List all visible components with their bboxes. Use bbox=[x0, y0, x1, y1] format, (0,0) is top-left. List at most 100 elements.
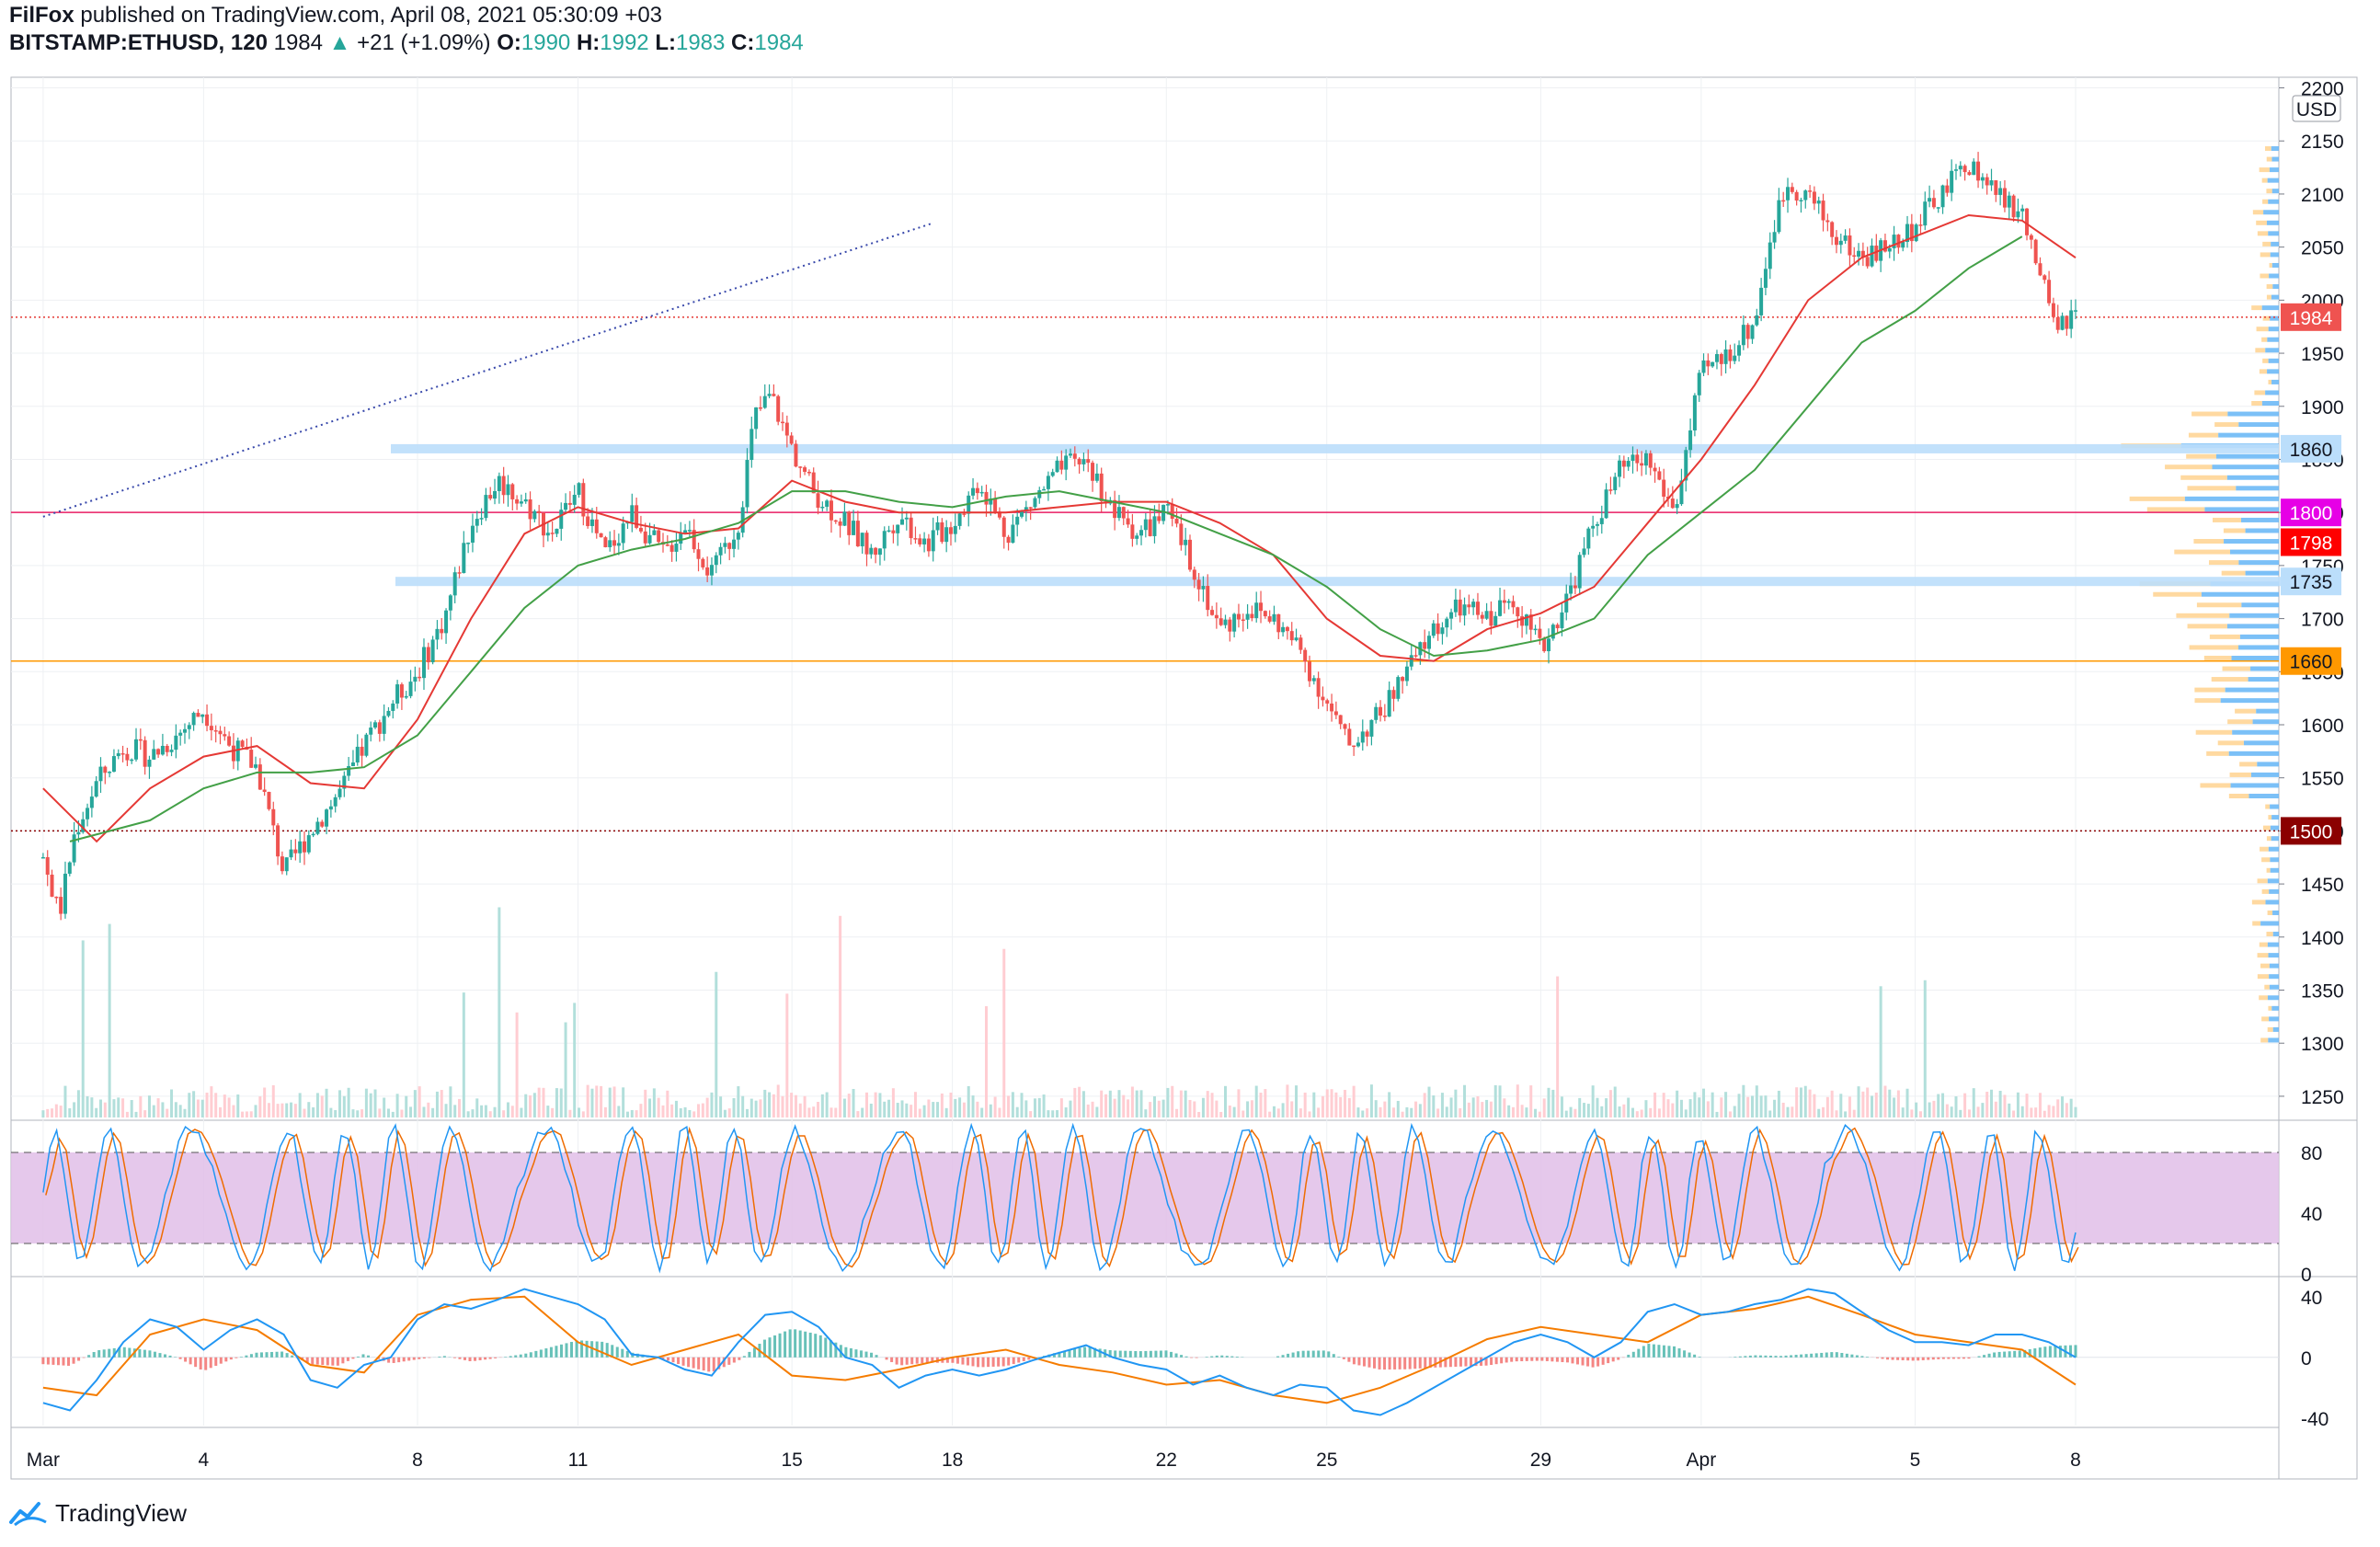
volume-bar bbox=[2025, 1094, 2029, 1117]
volume-bar bbox=[1866, 1087, 1870, 1117]
candle-body bbox=[1196, 579, 1201, 590]
volume-bar bbox=[532, 1093, 536, 1117]
candle-body bbox=[2020, 208, 2025, 212]
currency-box bbox=[2292, 95, 2341, 122]
volume-profile-bar-sell bbox=[2235, 708, 2257, 714]
candle-body bbox=[369, 728, 373, 735]
candle-body bbox=[1409, 655, 1413, 667]
volume-bar bbox=[1893, 1097, 1896, 1117]
publisher-name[interactable]: FilFox bbox=[9, 3, 74, 28]
candle-body bbox=[386, 710, 391, 716]
volume-bar bbox=[976, 1101, 979, 1117]
volume-profile-bar-sell bbox=[2194, 687, 2226, 693]
candle-body bbox=[470, 525, 475, 543]
volume-bar bbox=[737, 1086, 740, 1117]
candle-body bbox=[2060, 315, 2065, 330]
volume-bar bbox=[1998, 1090, 2002, 1117]
volume-bar bbox=[1702, 1088, 1706, 1117]
macd-histogram-bar bbox=[1586, 1357, 1590, 1367]
candle-body bbox=[1374, 706, 1379, 720]
macd-histogram-bar bbox=[697, 1357, 701, 1369]
candle-body bbox=[1550, 625, 1555, 639]
macd-histogram-bar bbox=[1235, 1356, 1239, 1358]
candle-body bbox=[1404, 666, 1409, 682]
candle-body bbox=[2069, 310, 2074, 329]
candle-body bbox=[612, 540, 617, 546]
volume-bar bbox=[1622, 1104, 1626, 1117]
candle-body bbox=[581, 483, 586, 517]
candle-body bbox=[1555, 625, 1560, 629]
volume-bar bbox=[1573, 1108, 1577, 1117]
candle-body bbox=[2055, 316, 2060, 330]
volume-bar bbox=[2030, 1107, 2033, 1117]
macd-histogram-bar bbox=[585, 1340, 589, 1358]
volume-bar bbox=[1954, 1096, 1958, 1117]
macd-histogram-bar bbox=[966, 1357, 969, 1366]
macd-histogram-bar bbox=[1571, 1357, 1574, 1364]
candle-body bbox=[205, 714, 210, 727]
macd-histogram-bar bbox=[1820, 1352, 1824, 1358]
candle-body bbox=[1307, 661, 1311, 682]
volume-bar bbox=[1485, 1099, 1489, 1117]
volume-bar bbox=[520, 1107, 523, 1117]
candle-body bbox=[913, 538, 918, 540]
volume-bar bbox=[1773, 1099, 1777, 1117]
tradingview-logo-icon[interactable] bbox=[9, 1500, 50, 1528]
volume-bar bbox=[1981, 1103, 1985, 1117]
volume-bar bbox=[1122, 1094, 1126, 1117]
candle-body bbox=[701, 558, 705, 567]
macd-histogram-bar bbox=[519, 1354, 522, 1358]
volume-bar bbox=[1627, 1097, 1631, 1117]
macd-histogram-bar bbox=[971, 1357, 975, 1367]
candle-body bbox=[1506, 601, 1511, 603]
symbol-name[interactable]: BITSTAMP:ETHUSD, 120 bbox=[9, 30, 268, 55]
volume-bar bbox=[510, 1106, 514, 1117]
volume-profile-bar-buy bbox=[2270, 825, 2279, 831]
volume-profile-bar-sell bbox=[2266, 189, 2272, 194]
volume-profile-bar-buy bbox=[2220, 698, 2279, 704]
candle-body bbox=[696, 549, 701, 559]
candle-body bbox=[152, 749, 156, 760]
macd-histogram-bar bbox=[1617, 1357, 1620, 1360]
tradingview-brand[interactable]: TradingView bbox=[55, 1499, 188, 1527]
candle-body bbox=[608, 540, 612, 547]
volume-bar bbox=[90, 1097, 94, 1117]
candle-body bbox=[652, 530, 657, 535]
volume-profile-bar-buy bbox=[2261, 305, 2279, 311]
volume-bar bbox=[644, 1089, 647, 1117]
candle-body bbox=[399, 684, 404, 698]
macd-histogram-bar bbox=[981, 1357, 985, 1368]
macd-histogram-bar bbox=[1149, 1350, 1152, 1358]
volume-bar bbox=[1369, 1084, 1373, 1117]
macd-histogram-bar bbox=[56, 1357, 60, 1366]
macd-histogram-bar bbox=[1459, 1357, 1462, 1367]
candle-body bbox=[200, 714, 205, 717]
volume-bar bbox=[1228, 1106, 1231, 1117]
volume-profile-bar-buy bbox=[2271, 379, 2279, 384]
volume-bar bbox=[754, 1100, 758, 1117]
candle-body bbox=[418, 676, 422, 679]
volume-bar bbox=[1972, 1088, 1975, 1117]
candle-body bbox=[364, 734, 369, 756]
macd-histogram-bar bbox=[1418, 1357, 1422, 1369]
volume-bar bbox=[1711, 1092, 1714, 1117]
volume-profile-bar-sell bbox=[2264, 984, 2270, 990]
volume-bar bbox=[1286, 1084, 1289, 1117]
volume-bar bbox=[1649, 1107, 1653, 1117]
candle-body bbox=[1382, 716, 1387, 717]
macd-histogram-bar bbox=[275, 1351, 279, 1358]
candle-body bbox=[1426, 636, 1431, 649]
volume-profile-bar-sell bbox=[2193, 539, 2225, 544]
volume-bar bbox=[400, 1109, 404, 1117]
volume-bar bbox=[293, 1104, 297, 1117]
volume-bar bbox=[1073, 1087, 1077, 1117]
candle-body bbox=[1299, 637, 1303, 650]
macd-histogram-bar bbox=[1977, 1356, 1981, 1358]
volume-bar bbox=[625, 1111, 629, 1117]
candle-body bbox=[772, 394, 776, 396]
macd-histogram-bar bbox=[1738, 1356, 1742, 1358]
candle-body bbox=[705, 567, 710, 576]
macd-histogram-bar bbox=[1790, 1355, 1793, 1358]
candle-body bbox=[864, 533, 869, 555]
